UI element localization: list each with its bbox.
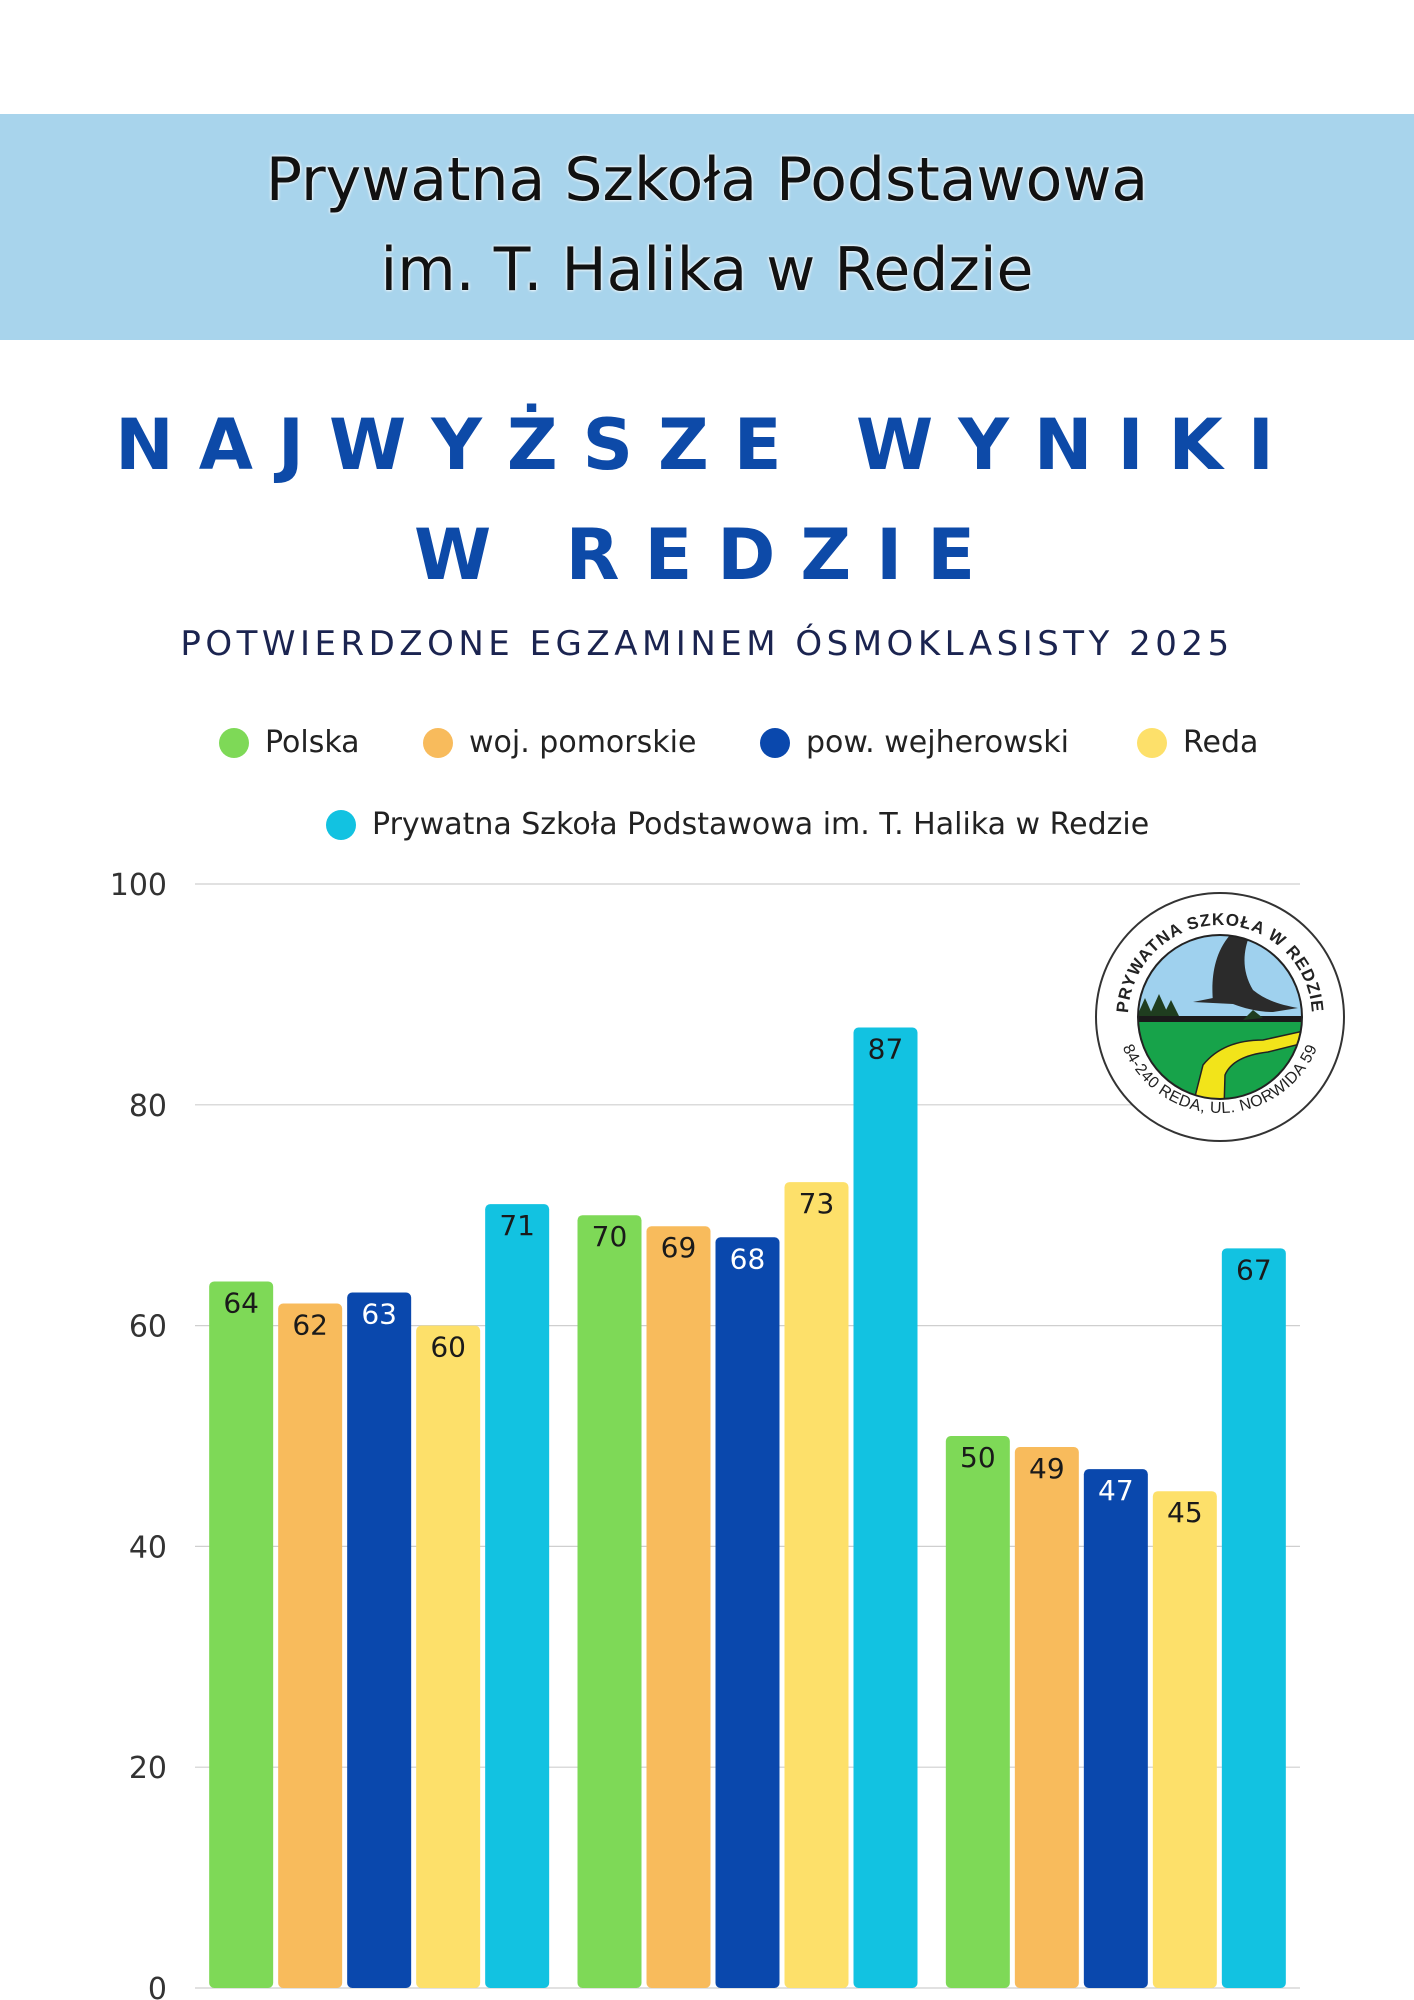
bar [416, 1325, 481, 1988]
data-label: 45 [1167, 1496, 1203, 1529]
legend-item-wejherowski: pow. wejherowski [760, 725, 1069, 760]
bar [1152, 1491, 1217, 1988]
bar [347, 1292, 412, 1988]
legend-label: woj. pomorskie [469, 725, 697, 760]
bar [945, 1436, 1010, 1988]
legend-item-school: Prywatna Szkoła Podstawowa im. T. Halika… [326, 807, 1149, 842]
legend-swatch [423, 727, 453, 758]
legend-swatch [1137, 727, 1167, 758]
header-banner [0, 114, 1414, 340]
y-tick-label: 20 [129, 1751, 167, 1786]
bar [784, 1182, 849, 1988]
data-label: 50 [960, 1441, 996, 1474]
bar [577, 1215, 642, 1988]
legend-label: pow. wejherowski [806, 725, 1069, 760]
data-label: 62 [292, 1309, 328, 1342]
school-name-line2: im. T. Halika w Redzie [380, 235, 1034, 305]
y-tick-label: 60 [129, 1310, 167, 1345]
y-tick-label: 40 [129, 1530, 167, 1565]
data-label: 68 [730, 1242, 766, 1275]
data-label: 60 [430, 1331, 466, 1364]
y-tick-label: 80 [129, 1089, 167, 1124]
subtitle: POTWIERDZONE EGZAMINEM ÓSMOKLASISTY 2025 [180, 624, 1234, 664]
y-tick-label: 0 [148, 1972, 167, 2000]
y-tick-label: 100 [110, 868, 167, 903]
bar [485, 1204, 550, 1988]
bar [278, 1303, 343, 1988]
bar [1014, 1447, 1079, 1988]
legend-label: Polska [265, 725, 360, 760]
headline-line2: W REDZIE [413, 514, 1001, 596]
bar [853, 1027, 918, 1988]
bar [1083, 1469, 1148, 1988]
data-label: 70 [592, 1220, 628, 1253]
data-label: 87 [868, 1033, 904, 1066]
headline-line1: NAJWYŻSZE WYNIKI [115, 404, 1299, 486]
legend-label: Prywatna Szkoła Podstawowa im. T. Halika… [372, 807, 1150, 842]
data-label: 73 [799, 1187, 835, 1220]
legend-swatch [219, 727, 249, 758]
data-label: 71 [499, 1209, 535, 1242]
bar [209, 1281, 274, 1988]
bar [715, 1237, 780, 1988]
school-name-line1: Prywatna Szkoła Podstawowa [265, 145, 1149, 215]
data-label: 67 [1236, 1253, 1272, 1286]
data-label: 63 [361, 1297, 397, 1330]
bar [646, 1226, 711, 1988]
legend-item-polska: Polska [219, 725, 360, 760]
legend-swatch [326, 809, 356, 840]
legend-swatch [760, 727, 790, 758]
legend-item-reda: Reda [1137, 725, 1258, 760]
data-label: 64 [223, 1286, 259, 1319]
data-label: 69 [661, 1231, 697, 1264]
legend-label: Reda [1183, 725, 1259, 760]
school-logo-icon: PRYWATNA SZKOŁA W REDZIE 84-240 REDA, UL… [1095, 892, 1345, 1142]
data-label: 49 [1029, 1452, 1065, 1485]
legend-item-pomorskie: woj. pomorskie [423, 725, 696, 760]
data-label: 47 [1098, 1474, 1134, 1507]
bar [1221, 1248, 1286, 1988]
